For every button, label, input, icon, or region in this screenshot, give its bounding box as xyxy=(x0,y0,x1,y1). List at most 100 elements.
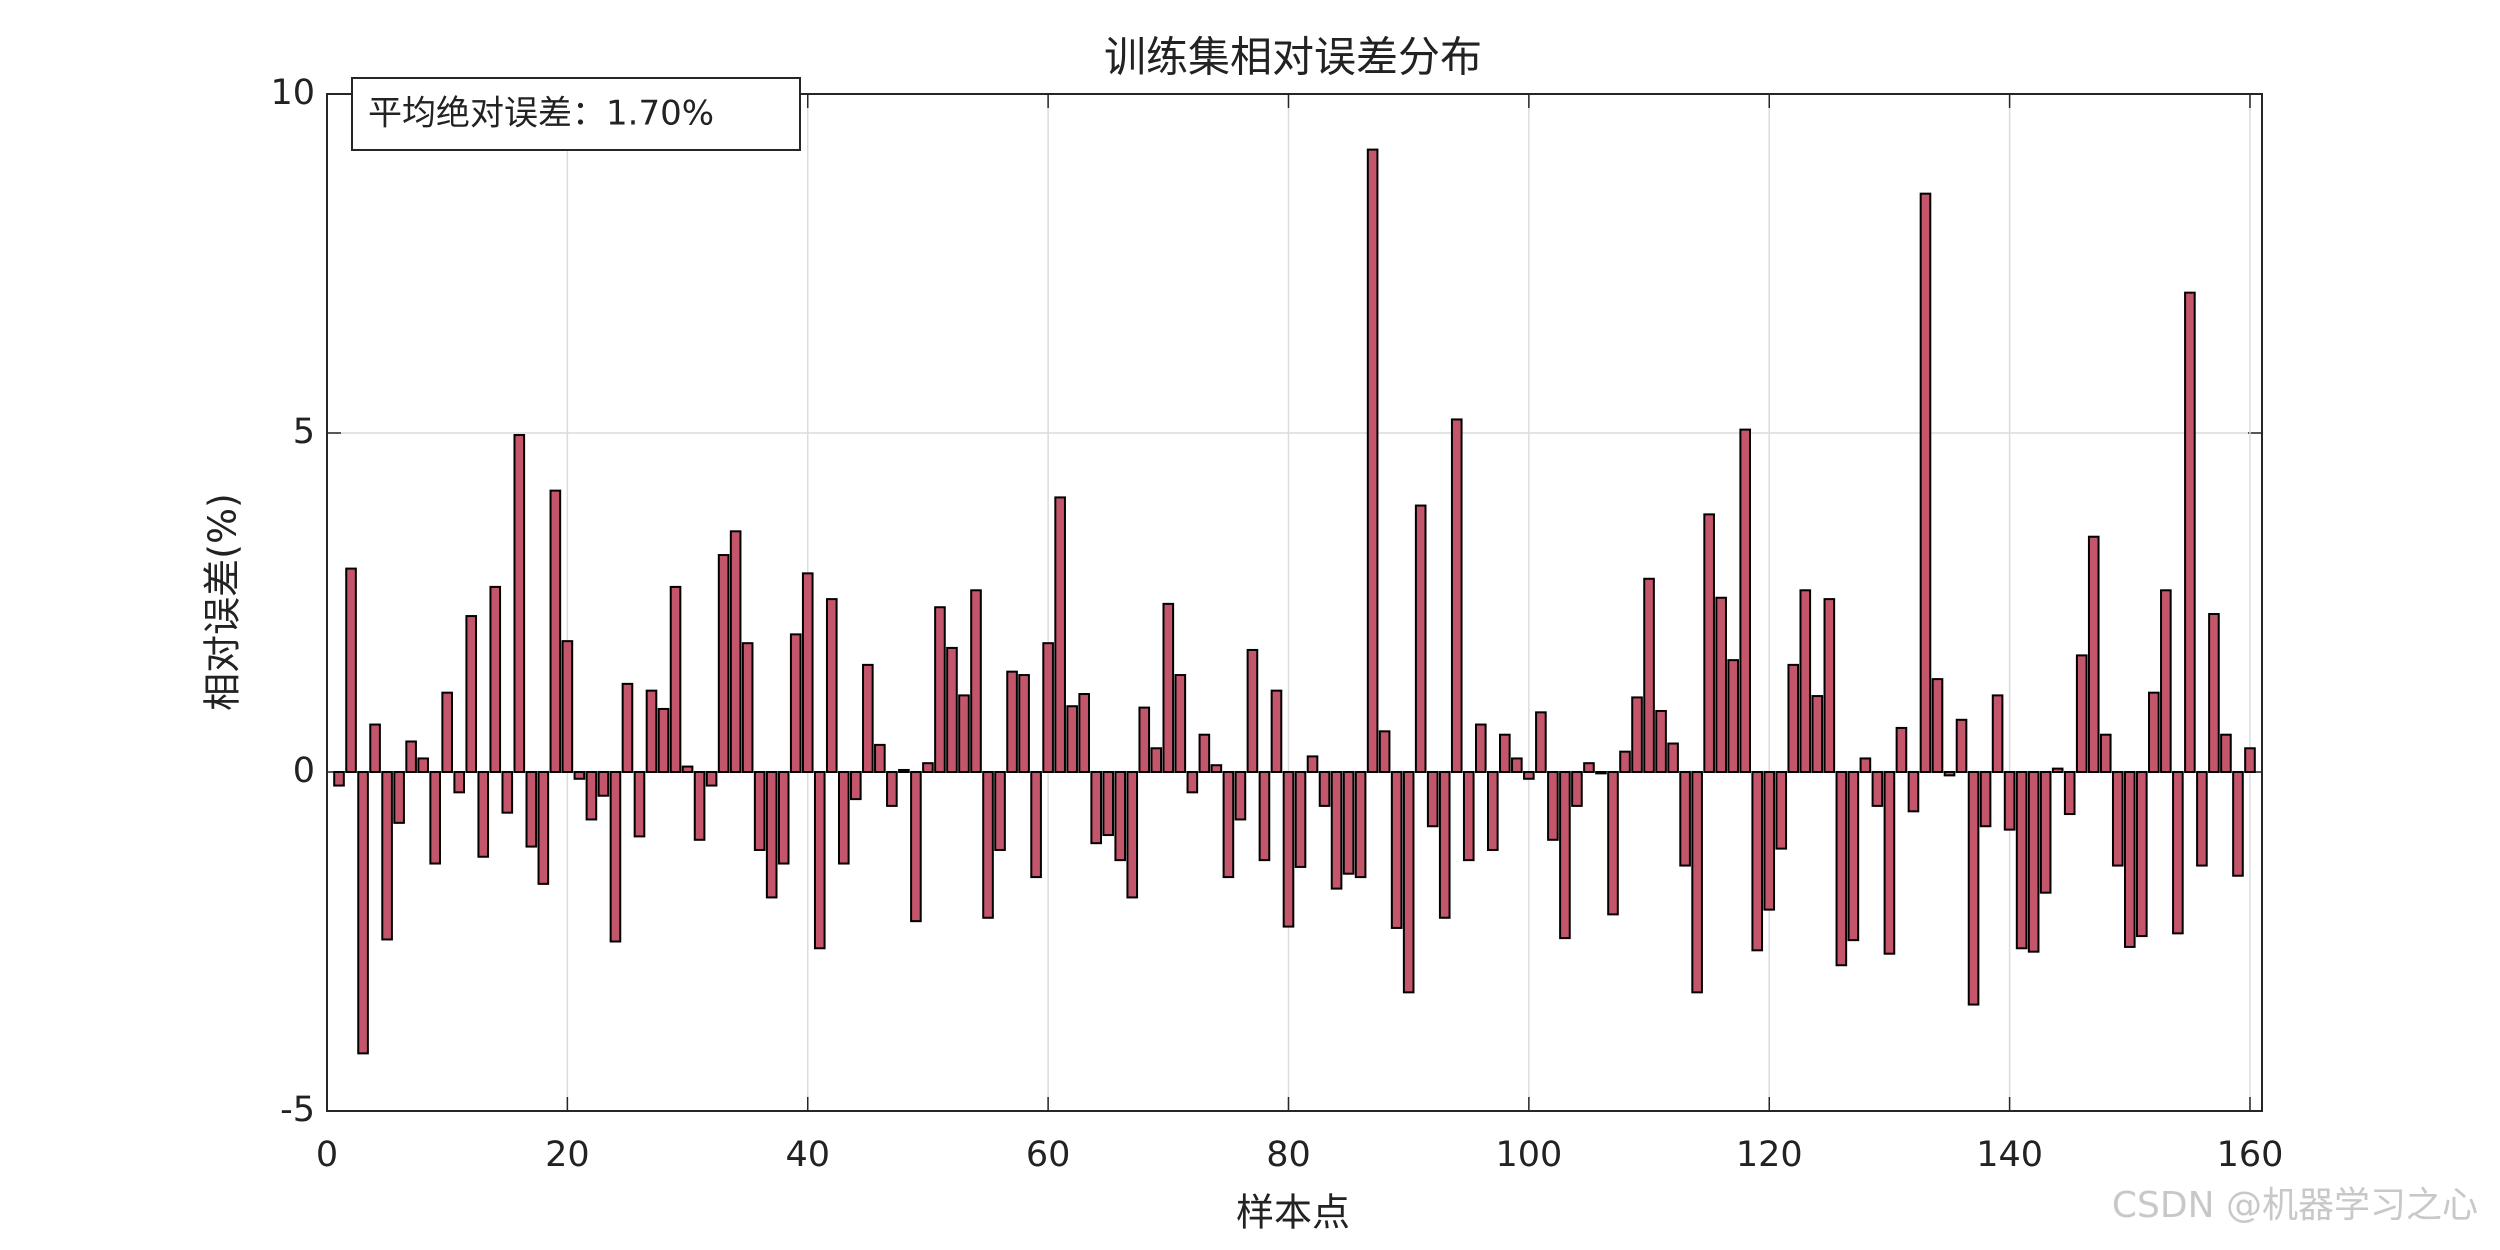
bar xyxy=(729,530,742,773)
bar xyxy=(621,682,634,773)
bar xyxy=(1114,771,1127,862)
bar xyxy=(1931,678,1944,774)
bar xyxy=(1234,771,1247,821)
x-axis-label: 样本点 xyxy=(1236,1191,1350,1235)
bar xyxy=(1919,192,1932,773)
bar xyxy=(1258,771,1271,862)
bar xyxy=(1138,706,1151,774)
bar xyxy=(2208,613,2220,773)
bar xyxy=(1679,771,1691,867)
bar xyxy=(1775,771,1788,850)
bar xyxy=(477,771,490,858)
bar xyxy=(2244,747,2256,774)
annotation-box xyxy=(351,77,801,151)
bar xyxy=(741,642,754,773)
bar xyxy=(2232,771,2244,877)
bar xyxy=(1799,589,1812,774)
bar xyxy=(1462,771,1475,862)
bar xyxy=(1559,771,1571,940)
bar xyxy=(1991,694,2004,773)
bar xyxy=(1487,771,1499,851)
bar xyxy=(2063,771,2076,816)
bar xyxy=(753,771,766,851)
bar xyxy=(982,771,994,919)
bar xyxy=(2075,654,2088,773)
bar xyxy=(1342,771,1355,875)
bar xyxy=(525,771,538,848)
bar xyxy=(1535,711,1547,773)
bar xyxy=(1390,771,1403,929)
bar xyxy=(765,771,778,899)
bar xyxy=(2039,771,2052,894)
x-tick-label: 120 xyxy=(1736,1135,1803,1175)
bar xyxy=(1042,642,1054,773)
bar xyxy=(1967,771,1980,1006)
bar xyxy=(1198,733,1211,774)
bar xyxy=(1378,730,1391,774)
bar xyxy=(1823,598,1836,773)
bar xyxy=(1006,670,1018,774)
bar xyxy=(1847,771,1860,942)
bar xyxy=(2220,733,2232,774)
plot-area xyxy=(327,94,2262,1111)
bar xyxy=(609,771,622,943)
y-tick-label: 5 xyxy=(293,412,315,452)
bar xyxy=(1955,718,1968,774)
bar xyxy=(1246,648,1259,774)
bar xyxy=(2003,771,2016,831)
bar xyxy=(789,633,802,774)
y-axis-label: 相对误差(%) xyxy=(201,493,245,711)
bar xyxy=(1859,757,1872,774)
bar xyxy=(1438,771,1451,919)
bar xyxy=(2160,589,2172,774)
bar xyxy=(1691,771,1703,994)
bar xyxy=(669,585,682,773)
bar xyxy=(1811,695,1824,774)
bar xyxy=(441,691,453,774)
bar xyxy=(1571,771,1583,807)
bar xyxy=(1174,674,1187,774)
bar xyxy=(934,606,946,773)
x-tick-label: 0 xyxy=(316,1135,338,1175)
bar xyxy=(1282,771,1295,928)
bar xyxy=(1090,771,1103,845)
x-tick-label: 140 xyxy=(1976,1135,2043,1175)
bar xyxy=(2099,733,2112,774)
bar xyxy=(381,771,393,941)
bar xyxy=(837,771,850,865)
bar xyxy=(333,771,345,787)
bar xyxy=(2027,771,2040,953)
bar xyxy=(717,554,730,773)
x-tick-label: 40 xyxy=(785,1135,830,1175)
bar xyxy=(2123,771,2136,948)
bar xyxy=(573,771,586,780)
x-tick-label: 20 xyxy=(545,1135,590,1175)
bar xyxy=(1835,771,1848,967)
bar xyxy=(886,771,898,807)
bar xyxy=(1895,726,1908,773)
bar xyxy=(1751,771,1764,952)
bar xyxy=(585,771,598,821)
bar xyxy=(946,646,958,774)
bar xyxy=(1294,771,1307,868)
y-tick-label: 0 xyxy=(293,751,315,791)
bar xyxy=(1030,771,1042,879)
bar xyxy=(597,771,610,797)
bar xyxy=(2172,771,2184,935)
bar xyxy=(1883,771,1896,955)
bar xyxy=(501,771,514,814)
bar xyxy=(345,567,357,773)
x-tick-label: 100 xyxy=(1495,1135,1562,1175)
x-tick-label: 80 xyxy=(1266,1135,1311,1175)
bar xyxy=(1330,771,1343,890)
bar xyxy=(1222,771,1235,879)
bar xyxy=(1511,757,1523,774)
bar xyxy=(813,771,826,950)
bar xyxy=(2184,291,2196,773)
bar xyxy=(1631,696,1643,773)
bar xyxy=(874,743,886,774)
bar xyxy=(898,768,910,774)
bar xyxy=(2136,771,2148,938)
bar xyxy=(1366,148,1379,773)
